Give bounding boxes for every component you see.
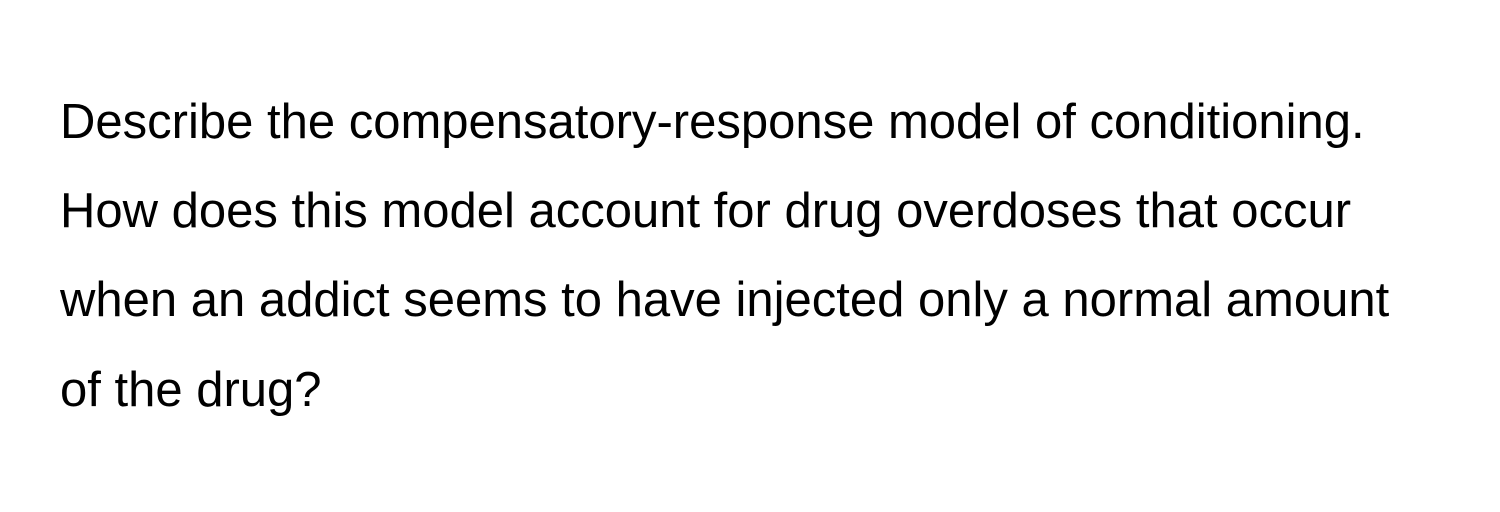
document-container: Describe the compensatory-response model…: [0, 0, 1500, 512]
question-text: Describe the compensatory-response model…: [60, 78, 1440, 435]
